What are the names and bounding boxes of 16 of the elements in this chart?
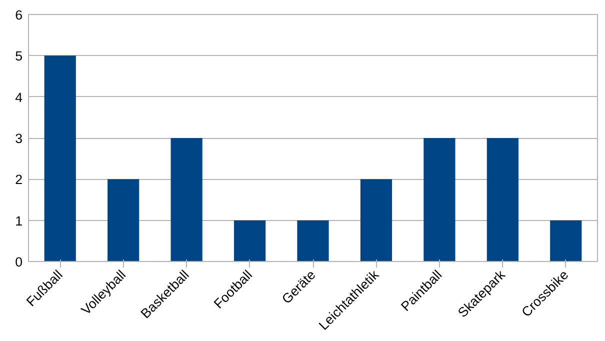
bar: [297, 220, 329, 262]
bar: [234, 220, 266, 262]
bar: [170, 138, 202, 262]
y-tick-label: 0: [15, 254, 23, 270]
bar: [550, 220, 582, 262]
bar: [424, 138, 456, 262]
y-tick-label: 4: [15, 90, 24, 105]
y-tick-label: 5: [15, 48, 23, 64]
bar: [360, 179, 392, 262]
bar: [486, 138, 518, 262]
y-tick-label: 6: [15, 8, 23, 22]
bar: [108, 179, 140, 262]
y-tick-label: 2: [15, 172, 23, 188]
y-tick-label: 1: [15, 213, 23, 228]
y-tick-label: 3: [15, 131, 23, 146]
bar: [44, 56, 76, 262]
